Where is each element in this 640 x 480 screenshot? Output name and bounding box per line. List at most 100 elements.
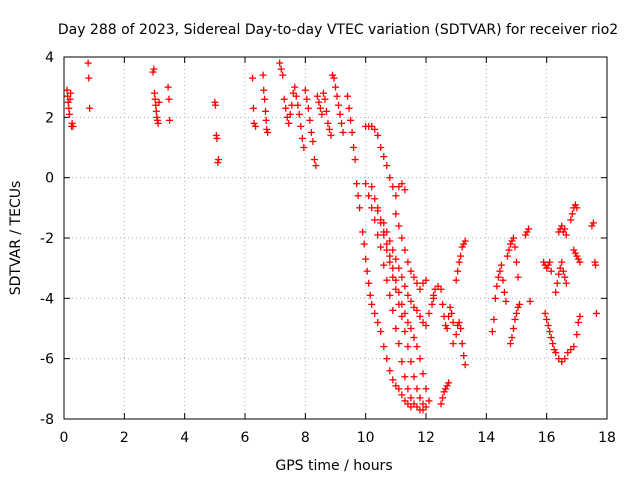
data-point (301, 86, 309, 94)
data-point (567, 216, 575, 224)
data-point (562, 231, 570, 239)
data-point (502, 297, 510, 305)
data-point (315, 98, 323, 106)
data-point (404, 400, 412, 408)
data-point (540, 258, 548, 266)
x-axis-label: GPS time / hours (275, 458, 392, 474)
data-point (437, 285, 445, 293)
data-point (573, 331, 581, 339)
y-tick-label: -8 (40, 412, 54, 428)
data-point (333, 92, 341, 100)
y-tick-label: 4 (45, 50, 54, 66)
data-point (416, 285, 424, 293)
data-point (413, 403, 421, 411)
data-point (288, 101, 296, 109)
data-point (543, 264, 551, 272)
data-point (297, 122, 305, 130)
data-point (574, 318, 582, 326)
data-point (488, 328, 496, 336)
data-point (509, 325, 517, 332)
data-point (496, 267, 504, 275)
data-point (442, 385, 450, 393)
data-point (322, 107, 330, 115)
data-point (490, 315, 498, 323)
data-point (407, 325, 415, 332)
data-point (559, 228, 567, 236)
data-point (383, 240, 391, 248)
data-point (461, 361, 469, 369)
data-point (377, 243, 385, 251)
data-point (165, 95, 173, 103)
data-point (523, 228, 531, 236)
data-point (455, 318, 463, 326)
data-point (446, 303, 454, 311)
data-point (416, 312, 424, 320)
data-point (395, 183, 403, 191)
data-point (152, 101, 160, 109)
data-point (413, 306, 421, 314)
data-point (401, 328, 409, 336)
data-point (401, 282, 409, 290)
data-point (544, 261, 552, 269)
data-point (458, 340, 466, 348)
x-tick-label: 12 (417, 430, 435, 446)
data-point (437, 400, 445, 408)
data-point (491, 294, 499, 302)
data-point (514, 273, 522, 281)
data-point (259, 71, 267, 79)
data-point (561, 273, 569, 281)
data-point (573, 252, 581, 260)
data-point (154, 119, 162, 127)
data-point (306, 116, 314, 124)
data-point (413, 343, 421, 351)
x-tick-label: 8 (301, 430, 310, 446)
data-point (277, 65, 285, 73)
data-point (404, 291, 412, 299)
data-point (398, 312, 406, 320)
data-point (250, 119, 258, 127)
x-tick-label: 18 (598, 430, 616, 446)
data-point (351, 156, 359, 164)
data-point (555, 355, 563, 363)
data-point (503, 252, 511, 260)
data-point (552, 288, 560, 296)
data-point (549, 340, 557, 348)
data-point (363, 267, 371, 275)
data-point (152, 107, 160, 115)
data-point (307, 128, 315, 136)
data-point (362, 255, 370, 263)
data-point (407, 358, 415, 366)
data-point (407, 403, 415, 411)
data-point (286, 110, 294, 118)
data-point (392, 255, 400, 263)
data-point (454, 321, 462, 329)
data-point (567, 346, 575, 354)
data-point (374, 318, 382, 326)
data-point (325, 125, 333, 133)
data-point (407, 394, 415, 402)
data-point (389, 376, 397, 384)
data-point (546, 258, 554, 266)
data-point (410, 303, 418, 311)
data-point (374, 131, 382, 139)
data-point (65, 104, 73, 112)
data-point (550, 346, 558, 354)
data-point (589, 219, 597, 227)
x-tick-label: 2 (120, 430, 129, 446)
data-point (401, 397, 409, 405)
data-point (389, 246, 397, 254)
data-point (260, 86, 268, 94)
data-point (380, 219, 388, 227)
data-point (214, 156, 222, 164)
data-point (553, 279, 561, 287)
data-point (460, 240, 468, 248)
data-point (558, 358, 566, 366)
data-point (292, 92, 300, 100)
data-point (350, 144, 358, 151)
data-point (389, 183, 397, 191)
data-point (313, 92, 321, 100)
data-point (455, 258, 463, 266)
data-point (425, 397, 433, 405)
data-point (69, 122, 77, 130)
data-point (249, 104, 257, 112)
